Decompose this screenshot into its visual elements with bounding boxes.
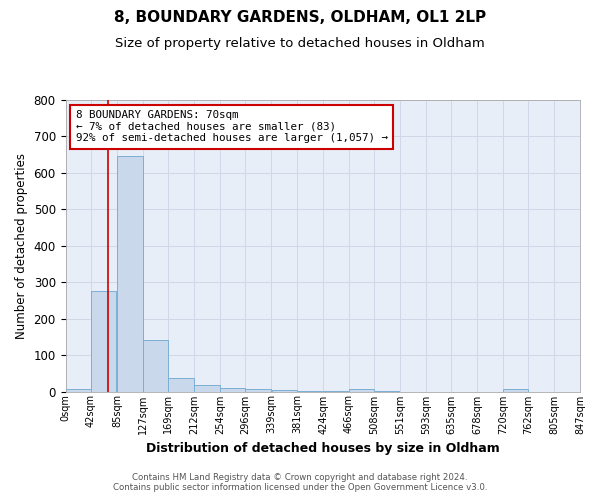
Bar: [245, 390, 271, 392]
X-axis label: Distribution of detached houses by size in Oldham: Distribution of detached houses by size …: [146, 442, 500, 455]
Bar: [297, 391, 322, 392]
Bar: [220, 388, 245, 392]
Bar: [118, 156, 143, 392]
Bar: [503, 390, 528, 392]
Bar: [194, 386, 220, 392]
Y-axis label: Number of detached properties: Number of detached properties: [15, 153, 28, 339]
Bar: [272, 390, 297, 392]
Bar: [143, 340, 168, 392]
Bar: [65, 389, 91, 392]
Bar: [91, 292, 116, 392]
Text: Contains HM Land Registry data © Crown copyright and database right 2024.
Contai: Contains HM Land Registry data © Crown c…: [113, 473, 487, 492]
Text: 8 BOUNDARY GARDENS: 70sqm
← 7% of detached houses are smaller (83)
92% of semi-d: 8 BOUNDARY GARDENS: 70sqm ← 7% of detach…: [76, 110, 388, 144]
Bar: [169, 378, 194, 392]
Text: 8, BOUNDARY GARDENS, OLDHAM, OL1 2LP: 8, BOUNDARY GARDENS, OLDHAM, OL1 2LP: [114, 10, 486, 25]
Bar: [323, 391, 349, 392]
Text: Size of property relative to detached houses in Oldham: Size of property relative to detached ho…: [115, 38, 485, 51]
Bar: [349, 389, 374, 392]
